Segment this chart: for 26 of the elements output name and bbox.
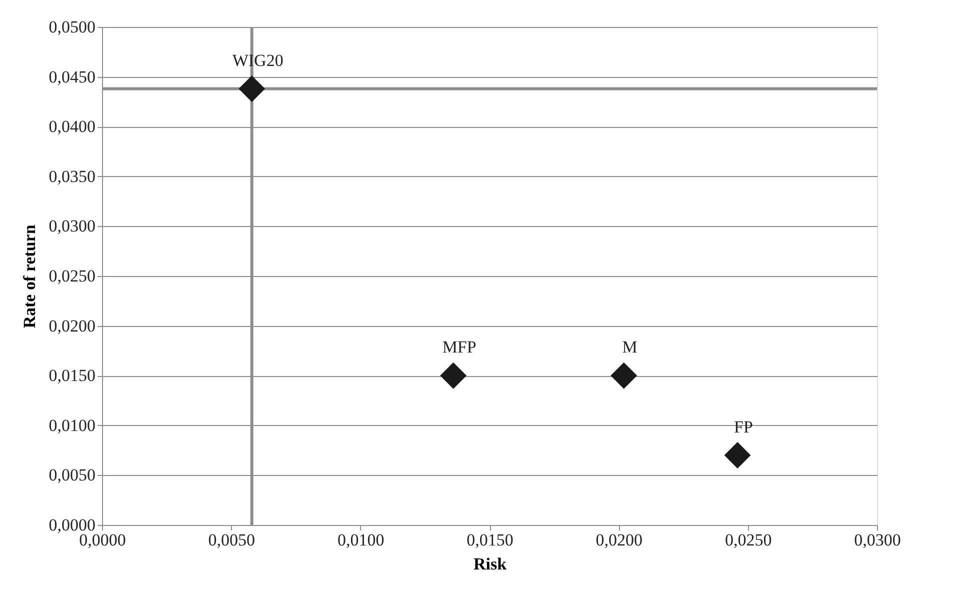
annotation: MFP: [442, 338, 476, 357]
y-tick-label: 0,0350: [48, 166, 96, 186]
x-tick-label: 0,0150: [466, 530, 514, 550]
y-tick-label: 0,0200: [48, 316, 96, 336]
x-tick-label: 0,0200: [596, 530, 643, 550]
y-tick-label: 0,0500: [48, 18, 96, 36]
y-tick-label: 0,0300: [48, 216, 96, 236]
x-tick-label: 0,0300: [854, 530, 901, 550]
annotation: M: [622, 338, 638, 357]
y-tick-label: 0,0150: [48, 366, 96, 386]
point: [238, 76, 266, 102]
annotation: FP: [734, 417, 753, 436]
y-tick-label: 0,0400: [48, 117, 96, 136]
annotation: WIG20: [232, 50, 284, 70]
point: [724, 442, 751, 469]
x-axis-title: Risk: [473, 554, 508, 574]
y-tick-label: 0,0100: [48, 416, 96, 435]
x-tick-label: 0,0250: [724, 530, 772, 550]
x-tick-label: 0,0100: [337, 530, 384, 550]
x-tick-label: 0,0050: [208, 530, 256, 550]
y-axis-title: Rate of return: [20, 224, 39, 328]
y-tick-label: 0,0250: [48, 266, 96, 286]
y-tick-label: 0,0450: [48, 67, 96, 86]
point: [440, 362, 467, 389]
y-tick-label: 0,0050: [48, 466, 96, 485]
point: [610, 362, 638, 389]
